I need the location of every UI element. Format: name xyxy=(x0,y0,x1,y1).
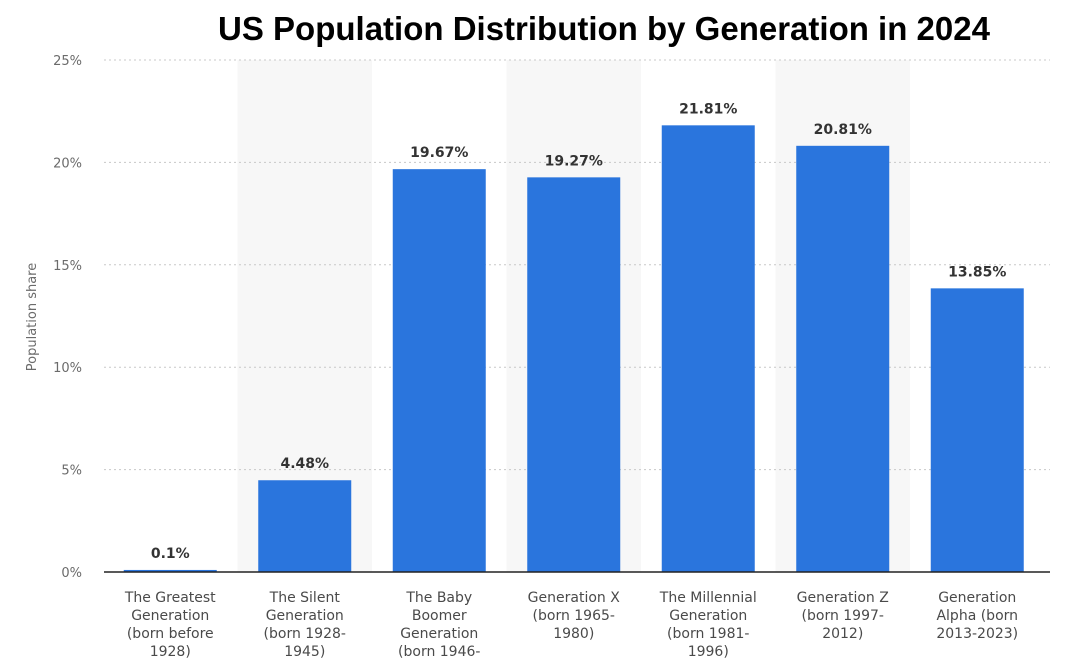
y-tick-label: 25% xyxy=(53,54,82,69)
data-label: 20.81% xyxy=(814,122,872,138)
data-label: 4.48% xyxy=(280,456,329,472)
y-tick-label: 10% xyxy=(53,361,82,376)
data-labels: 0.1% 4.48% 19.67% 19.27% 21.81% 20.81% 13.85% xyxy=(151,101,1007,562)
data-label: 19.67% xyxy=(410,145,468,161)
x-tick-label: The Baby Boomer Generation (born 1946- xyxy=(398,590,480,660)
x-tick-label: The Greatest Generation (born before 1928) xyxy=(124,590,216,660)
x-tick-label: Generation Alpha (born 2013-2023) xyxy=(936,590,1018,642)
y-tick-label: 0% xyxy=(61,566,82,581)
y-tick-label: 5% xyxy=(61,464,82,479)
x-axis-tick-labels: The Greatest Generation (born before 1928) T… xyxy=(124,590,1018,660)
bar xyxy=(392,169,486,573)
bar xyxy=(661,125,755,572)
bar xyxy=(258,480,352,572)
x-tick-label: The Silent Generation (born 1928-1945) xyxy=(264,590,346,660)
x-tick-label: Generation X (born 1965-1980) xyxy=(528,590,621,642)
data-label: 21.81% xyxy=(679,101,737,117)
bar-series xyxy=(123,125,1024,573)
y-axis-label: Population share xyxy=(25,263,40,371)
y-tick-label: 15% xyxy=(53,259,82,274)
data-label: 19.27% xyxy=(545,153,603,169)
chart-title: US Population Distribution by Generation… xyxy=(218,10,991,47)
x-tick-label: The Millennial Generation (born 1981-1996) xyxy=(659,590,757,660)
data-label: 0.1% xyxy=(151,546,190,562)
y-axis: 0% 5% 10% 15% 20% 25% xyxy=(53,54,82,581)
bar xyxy=(123,569,217,572)
bar xyxy=(930,288,1024,572)
data-label: 13.85% xyxy=(948,264,1006,280)
y-tick-label: 20% xyxy=(53,156,82,171)
bar xyxy=(796,145,890,572)
bar xyxy=(527,177,621,572)
x-tick-label: Generation Z (born 1997-2012) xyxy=(797,590,889,642)
